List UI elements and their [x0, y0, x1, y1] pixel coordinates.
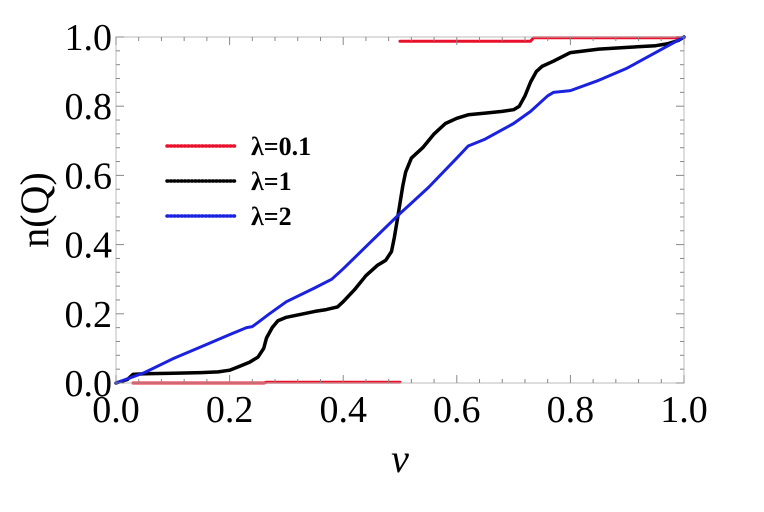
x-axis-title: ν [391, 436, 409, 481]
legend-label: λ=2 [251, 202, 292, 231]
legend-label: λ=0.1 [251, 132, 311, 161]
x-tick-label: 0.4 [319, 389, 367, 431]
x-tick-label: 1.0 [660, 389, 708, 431]
x-tick-label: 0.0 [92, 389, 140, 431]
series-line-2-segment-1 [114, 35, 686, 385]
y-tick-label: 0.4 [65, 225, 113, 267]
y-axis-title: n(Q) [12, 172, 57, 248]
x-tick-label: 0.8 [547, 389, 595, 431]
series-layer [114, 35, 686, 385]
x-tick-label: 0.6 [433, 389, 481, 431]
y-tick-label: 0.2 [65, 294, 113, 336]
legend: λ=0.1 λ=1 λ=2 [165, 132, 311, 231]
y-tick-label: 0.6 [65, 155, 113, 197]
y-tick-label: 1.0 [65, 17, 113, 59]
y-tick-label: 0.0 [65, 363, 113, 405]
series-line-1-segment-2 [398, 36, 686, 43]
tick-labels-layer: 0.0 0.2 0.4 0.6 0.8 1.0 0.0 0.2 0.4 0.6 0.8 1.0 [65, 17, 708, 431]
ticks-layer [115, 36, 685, 384]
y-tick-label: 0.8 [65, 86, 113, 128]
x-tick-label: 0.2 [206, 389, 254, 431]
legend-label: λ=1 [251, 167, 292, 196]
plot-frame [115, 36, 685, 384]
series-line-3-segment-1 [114, 35, 686, 385]
